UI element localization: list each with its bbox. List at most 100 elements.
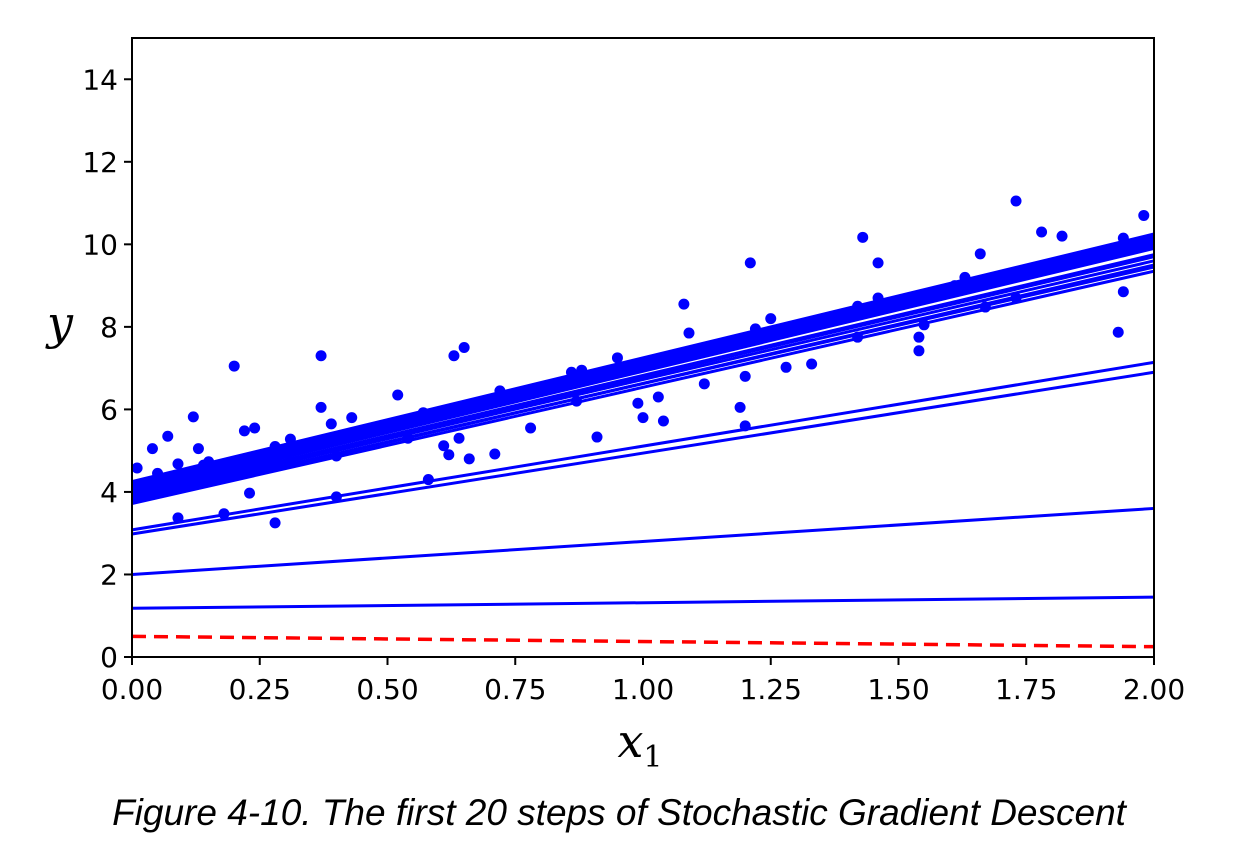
x-axis-label: x1 — [617, 714, 662, 775]
data-point — [438, 440, 450, 452]
x-axis-label-main: x — [617, 714, 643, 768]
data-point — [739, 370, 751, 382]
data-point — [402, 432, 414, 444]
data-point — [565, 366, 577, 378]
data-point — [458, 342, 470, 353]
data-point — [146, 443, 158, 455]
data-point — [683, 327, 695, 339]
data-point — [698, 378, 710, 390]
data-point — [284, 433, 296, 445]
data-point — [872, 257, 884, 269]
sgd-step-line-3 — [131, 370, 1155, 536]
data-point — [576, 364, 588, 376]
data-point — [571, 395, 583, 407]
sgd-step-line-4 — [131, 360, 1155, 532]
data-point — [494, 385, 506, 397]
x-tick-label: 0.50 — [356, 673, 418, 706]
data-point — [310, 438, 322, 450]
x-tick-label: 1.00 — [612, 673, 674, 706]
data-point — [1010, 195, 1022, 207]
data-point — [678, 298, 690, 310]
step-lines-layer — [131, 232, 1155, 610]
data-point — [974, 248, 986, 260]
data-point — [238, 425, 250, 437]
y-tick-label: 10 — [82, 228, 118, 261]
data-point — [872, 292, 884, 304]
data-point — [806, 358, 818, 370]
data-point — [949, 280, 961, 292]
initial-line-layer — [131, 634, 1155, 649]
x-tick-label: 1.75 — [995, 673, 1057, 706]
data-point — [1010, 292, 1022, 304]
data-point — [1138, 209, 1150, 221]
data-point — [1056, 230, 1068, 242]
sgd-step-line-19 — [131, 263, 1155, 504]
data-point — [284, 456, 296, 468]
data-point — [254, 457, 266, 469]
data-point — [346, 412, 358, 424]
sgd-step-line-7 — [131, 259, 1155, 500]
data-point — [857, 231, 869, 243]
data-point — [172, 458, 184, 470]
data-point — [228, 360, 240, 372]
data-point — [269, 517, 281, 529]
data-point — [152, 467, 164, 479]
y-tick-label: 4 — [100, 476, 118, 509]
x-tick-label: 0.00 — [101, 673, 163, 706]
y-tick-label: 2 — [100, 558, 118, 591]
data-point — [1036, 226, 1048, 238]
sgd-step-line-16 — [131, 255, 1155, 499]
data-point — [1117, 286, 1129, 298]
data-point — [443, 449, 455, 461]
y-tick-label: 6 — [100, 393, 118, 426]
y-tick-label: 8 — [100, 311, 118, 344]
data-point — [979, 301, 991, 313]
x-tick-label: 1.25 — [740, 673, 802, 706]
y-tick-label: 0 — [100, 641, 118, 674]
y-axis-label: y — [45, 296, 74, 350]
data-point — [657, 415, 669, 427]
data-point — [218, 508, 230, 520]
y-axis-ticks: 0 2 4 6 8 10 12 14 — [82, 63, 132, 674]
data-point — [637, 412, 649, 424]
data-point — [591, 431, 603, 443]
data-point — [417, 407, 429, 419]
data-point — [780, 361, 792, 373]
data-point — [632, 397, 644, 409]
data-point — [913, 345, 925, 357]
data-point — [734, 401, 746, 413]
data-point — [525, 422, 537, 434]
data-points-layer — [131, 195, 1150, 529]
figure-caption: Figure 4-10. The first 20 steps of Stoch… — [112, 792, 1126, 833]
data-point — [131, 462, 143, 474]
data-point — [315, 350, 327, 362]
data-point — [162, 430, 174, 442]
data-point — [489, 448, 501, 460]
data-point — [315, 401, 327, 413]
data-point — [453, 432, 465, 444]
data-point — [913, 331, 925, 343]
data-point — [330, 491, 342, 503]
data-point — [187, 411, 199, 423]
data-point — [852, 331, 864, 343]
y-tick-label: 14 — [82, 63, 118, 96]
data-point — [959, 271, 971, 283]
data-point — [192, 443, 204, 455]
x-tick-label: 1.50 — [867, 673, 929, 706]
data-point — [744, 257, 756, 269]
data-point — [172, 512, 184, 524]
data-point — [249, 422, 261, 434]
x-axis-label-subscript: 1 — [643, 740, 662, 775]
data-point — [463, 453, 475, 465]
y-tick-label: 12 — [82, 146, 118, 179]
data-point — [765, 313, 777, 325]
sgd-step-line-17 — [131, 244, 1155, 495]
x-tick-label: 0.25 — [229, 673, 291, 706]
data-point — [1112, 326, 1124, 338]
data-point — [918, 319, 930, 331]
data-point — [269, 441, 281, 453]
data-point — [739, 420, 751, 432]
sgd-step-line-2 — [131, 506, 1155, 576]
data-point — [668, 350, 680, 362]
data-point — [611, 352, 623, 364]
